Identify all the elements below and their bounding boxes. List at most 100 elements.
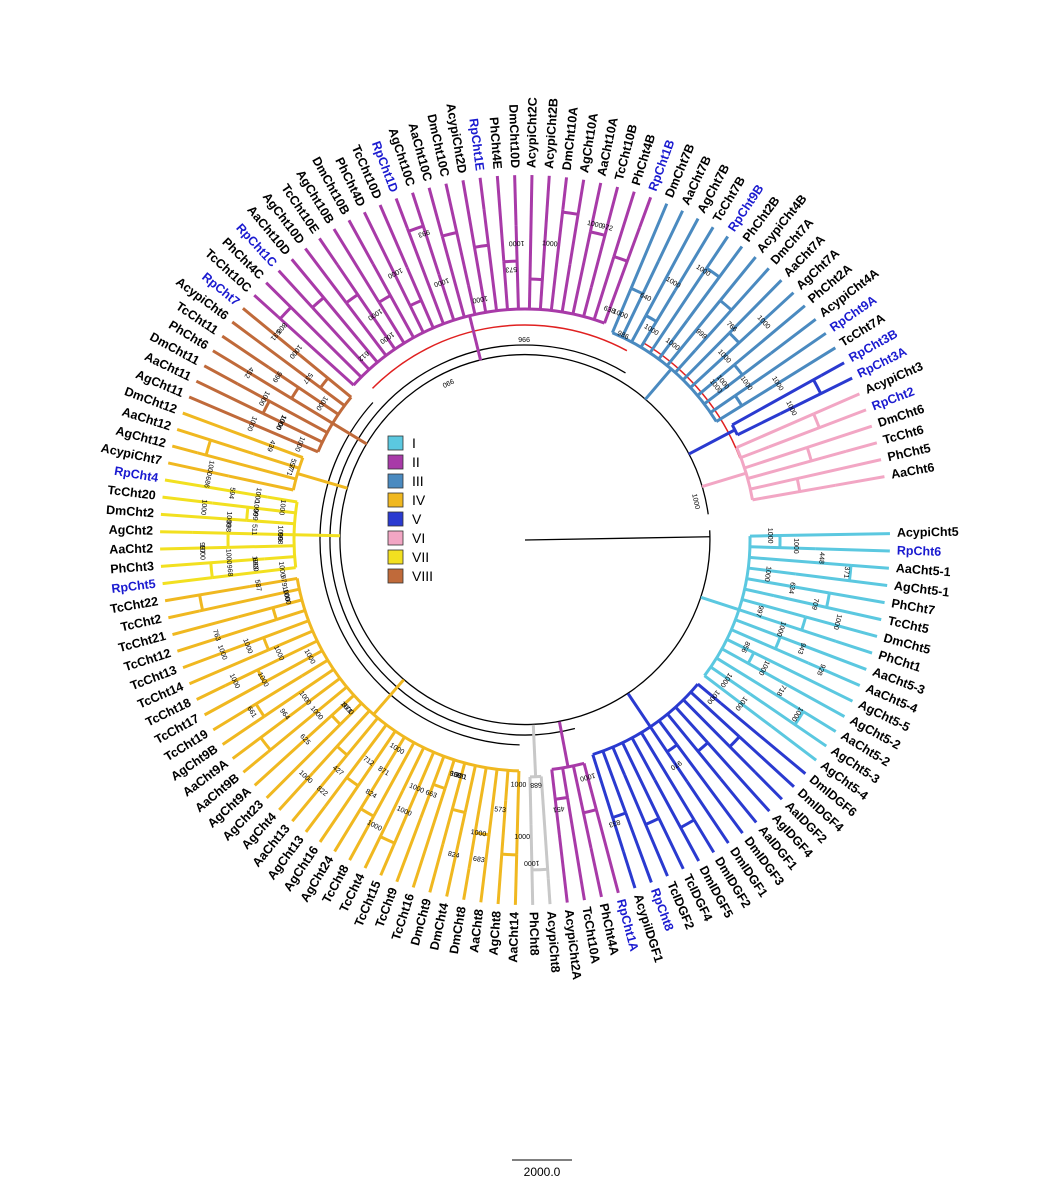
branch: [192, 530, 295, 537]
branch: [550, 769, 561, 836]
bootstrap-label: 1000: [281, 586, 291, 603]
sub-arc: [562, 210, 579, 216]
tip-label: RpCht5: [111, 577, 157, 596]
branch: [528, 776, 533, 825]
bootstrap-label: 448: [817, 552, 825, 564]
branch: [237, 598, 303, 619]
tip-branch: [778, 679, 846, 718]
legend-label: IV: [412, 492, 426, 508]
tip-branch: [478, 177, 486, 210]
tip-branch: [543, 175, 551, 244]
branch: [696, 682, 722, 705]
tip-branch: [221, 715, 265, 746]
bootstrap-label: 998: [449, 770, 462, 780]
branch: [275, 608, 306, 621]
branch: [709, 665, 752, 696]
tip-branch: [394, 197, 409, 229]
branch: [372, 741, 416, 817]
tip-branch: [779, 532, 890, 538]
bootstrap-label: 612: [356, 349, 369, 362]
tip-branch: [176, 618, 277, 653]
branch: [734, 618, 781, 639]
sub-arc: [378, 294, 392, 304]
clade-stem: [557, 721, 570, 768]
sub-arc: [590, 230, 606, 237]
branch: [674, 706, 709, 744]
tip-branch: [290, 258, 360, 341]
tip-label: RpCht4: [113, 464, 159, 485]
tip-branch: [347, 219, 375, 265]
bootstrap-label: 1000: [251, 500, 260, 516]
branch: [731, 374, 823, 427]
branch: [682, 698, 757, 774]
tip-branch: [162, 495, 213, 505]
tip-branch: [513, 854, 519, 905]
legend-swatch: [387, 511, 404, 527]
scale-bar: 2000.0: [512, 1159, 572, 1179]
branch: [236, 382, 329, 434]
bootstrap-label: 1000: [250, 556, 258, 572]
legend-swatch: [387, 473, 404, 489]
bootstrap-label: 833: [608, 818, 621, 828]
bootstrap-label: 1000: [366, 819, 383, 833]
branch: [224, 639, 318, 687]
branch: [252, 452, 300, 470]
tip-branch: [779, 376, 853, 415]
tip-branch: [734, 332, 827, 397]
branch: [681, 331, 731, 381]
tip-branch: [673, 226, 715, 292]
bootstrap-label: 1000: [784, 400, 797, 417]
branch: [223, 426, 304, 459]
tip-label: AgCht2: [109, 523, 154, 538]
legend-swatch: [387, 454, 404, 470]
tip-branch: [461, 180, 476, 248]
branch: [437, 274, 456, 321]
branch: [748, 566, 797, 576]
tip-label: TcCht20: [107, 483, 157, 503]
branch: [703, 674, 773, 728]
branch: [197, 451, 297, 481]
tip-branch: [462, 868, 471, 901]
branch: [639, 289, 677, 348]
tree-backbone: [319, 324, 741, 746]
tip-branch: [160, 545, 229, 551]
tip-branch: [242, 750, 270, 774]
bootstrap-label: 1000: [297, 690, 312, 707]
tip-branch: [162, 576, 213, 586]
sub-arc: [409, 299, 422, 307]
bootstrap-label: 822: [315, 785, 329, 798]
backbone-arc-highlight: [371, 324, 628, 389]
tip-branch: [528, 175, 534, 280]
bootstrap-label: 718: [775, 683, 787, 697]
tip-branch: [318, 237, 339, 266]
branch: [311, 306, 371, 371]
branch: [466, 284, 477, 315]
tip-branch: [768, 408, 867, 449]
branch: [730, 628, 809, 665]
bootstrap-label: 943: [796, 642, 807, 656]
bootstrap-label: 993: [417, 228, 430, 238]
branch: [228, 474, 294, 492]
sub-arc: [531, 867, 548, 872]
branch: [611, 287, 633, 334]
tip-branch: [411, 192, 441, 276]
branch: [408, 304, 425, 334]
tip-branch: [304, 247, 348, 304]
tip-branch: [629, 203, 669, 290]
tip-branch: [738, 735, 795, 788]
branch: [357, 338, 379, 364]
tip-branch: [753, 651, 854, 703]
legend-swatch: [387, 492, 404, 508]
tip-branch: [445, 812, 467, 897]
bootstrap-label: 1000: [216, 644, 228, 661]
tip-branch: [806, 424, 873, 449]
branch: [267, 495, 298, 504]
branch: [212, 566, 296, 580]
branch: [561, 767, 569, 798]
bootstrap-label: 1000: [449, 770, 466, 781]
clade-arc: [611, 331, 718, 423]
bootstrap-label: 1000: [766, 528, 773, 544]
branch: [440, 235, 466, 318]
tip-label: AcypiCht8: [544, 911, 562, 974]
tip-label: AaCht8: [467, 908, 486, 953]
